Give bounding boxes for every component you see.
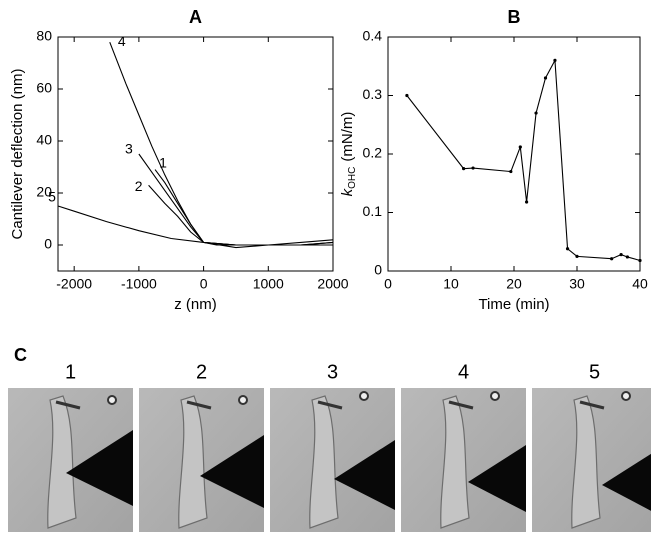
point <box>553 58 557 63</box>
y-axis-label: kOHC (mN/m) <box>339 112 358 197</box>
point <box>625 255 630 259</box>
curve <box>57 205 333 246</box>
point <box>471 166 475 170</box>
point <box>462 167 466 171</box>
y-tick-label: 60 <box>36 80 52 96</box>
y-tick-label: 0.2 <box>363 145 383 161</box>
point <box>610 257 614 261</box>
cell-top <box>186 400 212 410</box>
curve-label: 1 <box>159 154 167 170</box>
cantilever <box>468 445 526 512</box>
bead <box>107 395 117 405</box>
curve <box>109 42 333 246</box>
point <box>638 258 642 263</box>
chart-title: A <box>189 7 202 27</box>
y-tick-label: 80 <box>36 28 52 44</box>
y-axis-label: Cantilever deflection (nm) <box>9 69 26 240</box>
y-axis-label-part: OHC <box>347 167 358 189</box>
plot-frame <box>387 36 641 272</box>
x-axis-label: z (nm) <box>174 296 217 313</box>
bead <box>621 391 631 401</box>
bead <box>238 395 248 405</box>
x-tick-label: 20 <box>506 276 522 292</box>
curve <box>138 153 334 246</box>
cell-top <box>55 400 81 410</box>
y-tick-label: 0.3 <box>363 86 383 102</box>
y-axis-label-part: k <box>339 187 356 196</box>
cantilever <box>602 453 651 511</box>
point <box>565 247 570 251</box>
cell <box>47 395 77 529</box>
curve <box>406 58 641 261</box>
y-axis-label-part: (mN/m) <box>339 112 356 162</box>
x-tick-label: -1000 <box>121 276 157 292</box>
x-tick-label: 30 <box>569 276 585 292</box>
x-tick-label: 10 <box>443 276 459 292</box>
frame-label: 2 <box>196 361 207 383</box>
cantilever <box>66 430 133 506</box>
point <box>518 145 522 149</box>
y-axis-label-part: Cantilever deflection (nm) <box>9 69 26 240</box>
x-tick-label: 40 <box>632 276 648 292</box>
panel-label: C <box>14 345 27 365</box>
y-tick-label: 0.4 <box>363 28 383 44</box>
curve-label: 3 <box>125 141 133 157</box>
cantilever <box>334 440 395 510</box>
curve-label: 2 <box>135 178 143 194</box>
cell <box>571 395 601 529</box>
point <box>534 111 538 115</box>
cell <box>440 395 470 529</box>
chart-title: B <box>508 7 521 27</box>
cell-top <box>448 400 474 410</box>
frames: 1 2 3 4 5 <box>8 361 651 532</box>
curve-label: 5 <box>48 189 56 205</box>
y-tick-label: 0.1 <box>363 203 383 219</box>
curve <box>148 184 334 246</box>
y-tick-label: 0 <box>44 236 52 252</box>
cell <box>309 395 339 529</box>
bead <box>490 391 500 401</box>
curve-label: 4 <box>118 33 126 49</box>
cell-top <box>579 400 605 410</box>
cantilever <box>200 435 264 508</box>
frame-label: 3 <box>327 361 338 383</box>
x-tick-label: 0 <box>200 276 208 292</box>
point <box>509 169 513 174</box>
bead <box>359 391 369 401</box>
cell <box>178 395 208 529</box>
frame-label: 5 <box>589 361 600 383</box>
x-axis-label: Time (min) <box>478 296 549 313</box>
point <box>619 253 623 257</box>
point <box>525 200 529 204</box>
point <box>543 76 548 80</box>
cell-top <box>317 400 343 410</box>
point <box>575 254 579 258</box>
x-tick-label: -2000 <box>56 276 92 292</box>
frame-label: 4 <box>458 361 469 383</box>
point <box>405 93 409 98</box>
y-tick-label: 40 <box>36 132 52 148</box>
y-tick-label: 0 <box>374 262 382 278</box>
plot-frame <box>57 36 334 272</box>
x-tick-label: 2000 <box>317 276 348 292</box>
frame-label: 1 <box>65 361 76 383</box>
x-tick-label: 1000 <box>253 276 284 292</box>
x-tick-label: 0 <box>384 276 392 292</box>
y-tick-label: 20 <box>36 184 52 200</box>
